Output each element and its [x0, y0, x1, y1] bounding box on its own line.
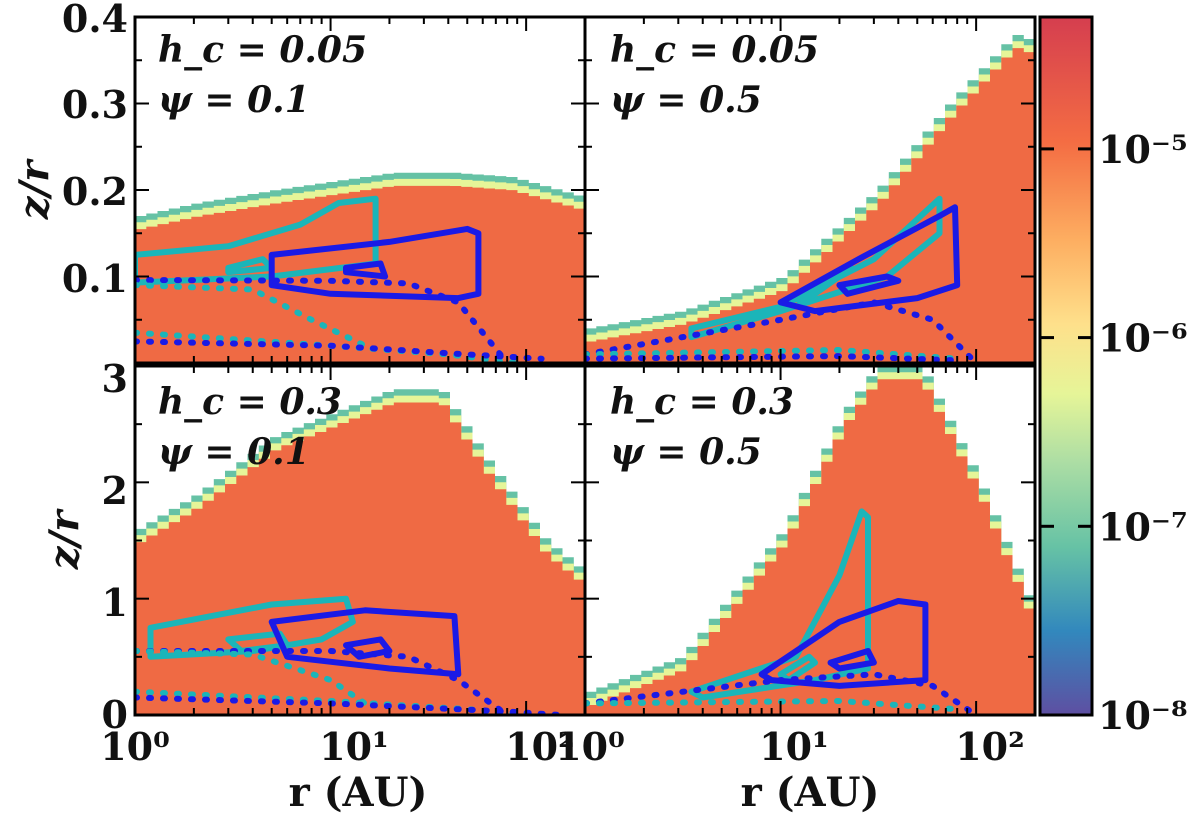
annotation-hc-bottom-left: h_c = 0.3: [158, 381, 342, 423]
y-tick-label: 0.3: [62, 82, 128, 127]
x-axis-label-right: r (AU): [741, 769, 880, 816]
annotation-psi-bottom-right: ψ = 0.5: [610, 431, 762, 473]
contour-cyan-solid: [688, 508, 871, 701]
contour-blue-solid: [343, 260, 389, 280]
panel-top-right: [583, 15, 1037, 365]
annotation-hc-bottom-right: h_c = 0.3: [610, 381, 794, 423]
y-tick-label: 0.2: [62, 169, 128, 214]
panel-top-left: [133, 15, 587, 365]
x-tick-label: 10²: [955, 724, 1025, 769]
contour-blue-dotted: [135, 648, 511, 715]
heatmap-base: [135, 708, 585, 713]
colorbar-gradient: [1038, 15, 1094, 717]
x-tick-label: 10⁰: [100, 724, 170, 769]
annotation-hc-top-left: h_c = 0.05: [158, 29, 367, 71]
contour-cyan-solid: [777, 653, 818, 684]
colorbar: 10⁻⁸ 10⁻⁷ 10⁻⁶ 10⁻⁵: [1038, 15, 1188, 738]
heatmap-surface: [585, 48, 1035, 363]
heatmap-base: [585, 708, 1035, 713]
contour-blue-solid: [268, 607, 462, 678]
contour-blue-solid: [836, 273, 902, 297]
contour-cyan-solid: [147, 595, 356, 660]
colorbar-tick-label: 10⁻⁶: [1098, 316, 1188, 361]
x-tick-label: 10⁰: [555, 724, 625, 769]
panel-bottom-left: [133, 364, 587, 717]
y-axis-label-top: z/r: [11, 158, 58, 220]
x-tick-label: 10²: [505, 724, 575, 769]
y-tick-label: 0: [102, 692, 128, 737]
x-tick-label: 10¹: [759, 724, 829, 769]
annotation-psi-top-right: ψ = 0.5: [610, 79, 762, 121]
contour-blue-dotted: [135, 338, 545, 362]
contour-cyan-dotted: [135, 282, 368, 349]
colorbar-tick-label: 10⁻⁷: [1098, 504, 1188, 549]
contour-cyan-dotted: [585, 347, 961, 362]
colorbar-tick-label: 10⁻⁵: [1098, 127, 1188, 172]
contour-blue-dotted: [135, 277, 511, 363]
colorbar-tick-label: 10⁻⁸: [1098, 693, 1188, 738]
panel-bottom-right: [583, 364, 1037, 717]
y-tick-label: 3: [102, 356, 128, 401]
heatmap-base: [135, 356, 585, 361]
y-axis-label-bottom: z/r: [41, 508, 88, 570]
annotation-psi-bottom-left: ψ = 0.1: [158, 431, 310, 473]
x-axis-label-left: r (AU): [289, 769, 428, 816]
y-tick-label: 2: [102, 468, 128, 513]
contour-blue-dotted: [585, 299, 980, 363]
y-tick-label: 1: [102, 580, 128, 625]
y-tick-label: 0.1: [62, 256, 128, 301]
contour-blue-dotted: [585, 671, 980, 715]
annotation-psi-top-left: ψ = 0.1: [158, 79, 310, 121]
contour-blue-solid: [827, 648, 877, 672]
contour-blue-solid: [343, 636, 393, 660]
contour-cyan-solid: [793, 264, 855, 306]
contour-cyan-dotted: [585, 698, 961, 713]
contour-blue-solid: [268, 225, 482, 302]
annotation-hc-top-right: h_c = 0.05: [610, 29, 819, 71]
x-tick-label: 10¹: [319, 724, 389, 769]
y-tick-label: 0.4: [62, 0, 128, 41]
contour-cyan-dotted: [135, 648, 368, 707]
contour-blue-dotted: [135, 694, 564, 715]
contour-cyan-solid: [225, 630, 291, 654]
